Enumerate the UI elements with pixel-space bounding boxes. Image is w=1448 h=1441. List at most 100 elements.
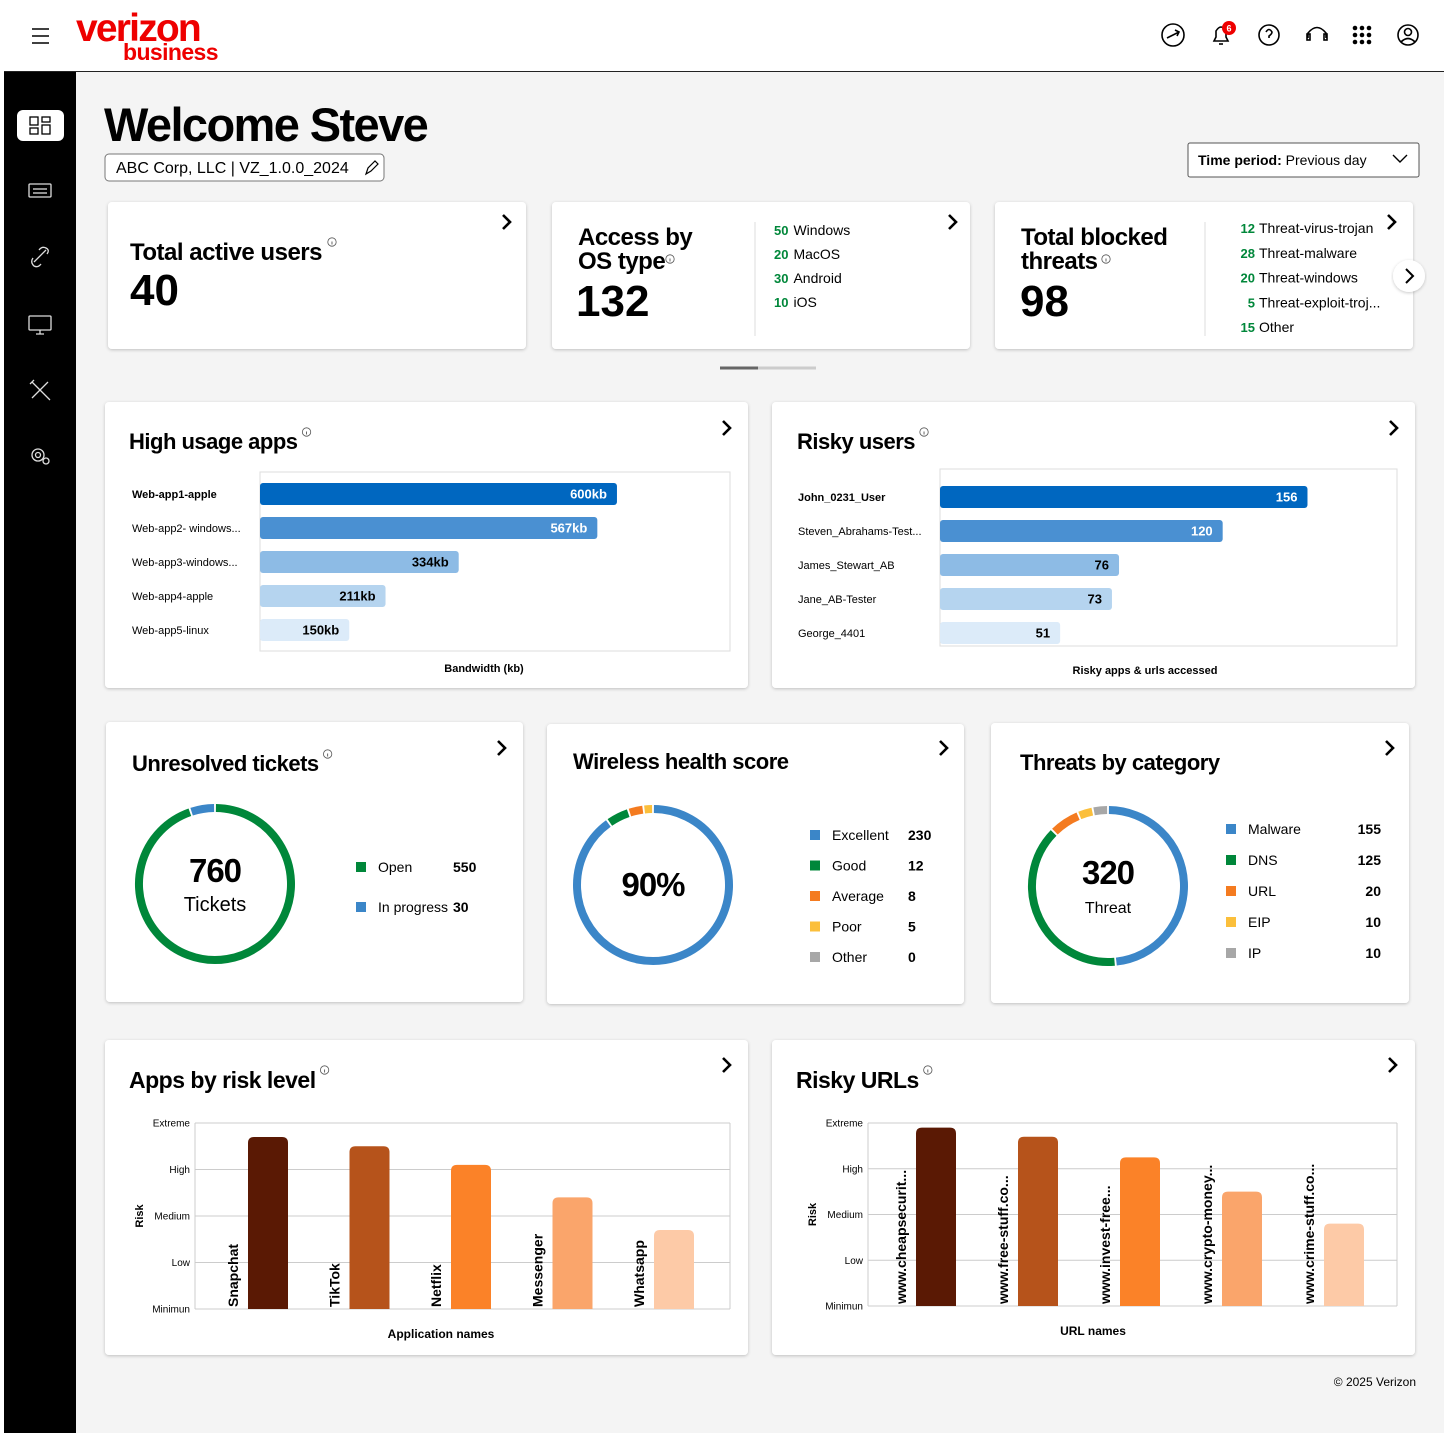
card bbox=[106, 722, 523, 1002]
os-item: 10 iOS bbox=[774, 294, 817, 310]
x-tick-label: TikTok bbox=[327, 1263, 343, 1307]
threat-label: Threat-malware bbox=[1259, 245, 1357, 261]
legend-swatch bbox=[810, 952, 820, 962]
bar bbox=[260, 551, 459, 573]
info-icon[interactable] bbox=[323, 749, 333, 759]
os-count: 50 bbox=[774, 223, 788, 238]
next-button[interactable] bbox=[1393, 260, 1425, 292]
bar bbox=[248, 1136, 288, 1309]
card-value: 132 bbox=[576, 277, 649, 326]
threat-count: 28 bbox=[1241, 246, 1255, 261]
bar bbox=[451, 1164, 491, 1309]
legend-value: 12 bbox=[908, 858, 924, 874]
card bbox=[108, 202, 526, 349]
card bbox=[552, 202, 970, 349]
donut-segment bbox=[607, 809, 630, 826]
legend-label: DNS bbox=[1248, 852, 1278, 868]
nav-links[interactable] bbox=[31, 246, 49, 268]
details-link[interactable] bbox=[948, 214, 958, 230]
os-label: MacOS bbox=[793, 246, 840, 262]
legend-value: 5 bbox=[908, 919, 916, 935]
help-icon[interactable] bbox=[1258, 24, 1280, 46]
os-label: Windows bbox=[793, 222, 850, 238]
bar bbox=[260, 483, 617, 505]
account-box[interactable] bbox=[104, 153, 385, 182]
card bbox=[105, 402, 748, 688]
support-icon[interactable] bbox=[1306, 26, 1328, 41]
legend-label: Excellent bbox=[832, 827, 889, 843]
legend-swatch bbox=[1226, 886, 1236, 896]
donut-segment bbox=[573, 805, 733, 965]
nav-settings[interactable] bbox=[31, 448, 50, 465]
nav-tools[interactable] bbox=[29, 379, 51, 401]
os-count: 30 bbox=[774, 271, 788, 286]
header bbox=[0, 0, 1448, 71]
details-link[interactable] bbox=[722, 420, 732, 436]
value-label: 334kb bbox=[412, 555, 449, 570]
details-link[interactable] bbox=[497, 740, 507, 756]
threat-count: 20 bbox=[1241, 271, 1255, 286]
info-icon[interactable] bbox=[1101, 254, 1111, 264]
category-label: Jane_AB-Tester bbox=[798, 594, 877, 606]
nav-devices[interactable] bbox=[28, 315, 52, 335]
profile-icon[interactable] bbox=[1397, 24, 1419, 46]
legend-value: 30 bbox=[453, 899, 469, 915]
value-label: 120 bbox=[1191, 524, 1213, 539]
footer: © 2025 Verizon bbox=[1334, 1375, 1416, 1389]
info-circle bbox=[665, 254, 675, 264]
card bbox=[772, 402, 1415, 688]
x-tick-label: www.crime-stuff.co... bbox=[1301, 1164, 1317, 1305]
menu-button[interactable] bbox=[32, 28, 49, 44]
info-circle bbox=[319, 1065, 330, 1075]
details-link[interactable] bbox=[1387, 214, 1397, 230]
nav-dashboard[interactable] bbox=[17, 110, 64, 141]
details-link[interactable] bbox=[1389, 420, 1399, 436]
dropdown-arrow bbox=[1392, 154, 1408, 163]
legend-swatch bbox=[1226, 855, 1236, 865]
edit-icon[interactable] bbox=[364, 160, 379, 176]
legend-swatch bbox=[356, 862, 366, 872]
x-tick-label: www.crypto-money... bbox=[1199, 1165, 1215, 1305]
os-item: 20 MacOS bbox=[774, 246, 840, 262]
bar bbox=[940, 486, 1308, 508]
x-tick-label: www.cheapsecurit... bbox=[893, 1170, 909, 1305]
bar bbox=[940, 520, 1223, 542]
donut-segment bbox=[1028, 830, 1115, 966]
info-circle bbox=[327, 237, 337, 247]
info-circle bbox=[1101, 254, 1111, 264]
y-tick-label: Extreme bbox=[826, 1119, 864, 1130]
time-period-value: Previous day bbox=[1286, 152, 1367, 168]
details-link[interactable] bbox=[502, 214, 512, 230]
card-value: 40 bbox=[130, 266, 179, 315]
info-icon[interactable] bbox=[919, 427, 929, 437]
card bbox=[547, 724, 964, 1004]
nav-reports[interactable] bbox=[28, 183, 52, 198]
time-period-select[interactable] bbox=[1187, 142, 1420, 178]
info-circle bbox=[919, 427, 929, 437]
info-icon[interactable] bbox=[319, 1065, 330, 1075]
details-link[interactable] bbox=[722, 1057, 732, 1073]
axis-label: Bandwidth (kb) bbox=[444, 663, 524, 675]
details-link[interactable] bbox=[1388, 1057, 1398, 1073]
info-icon[interactable] bbox=[665, 254, 675, 264]
apps-icon[interactable] bbox=[1352, 25, 1372, 45]
legend-value: 8 bbox=[908, 888, 916, 904]
bar bbox=[940, 622, 1061, 644]
y-tick-label: High bbox=[169, 1165, 190, 1176]
center-label: Tickets bbox=[184, 894, 247, 916]
info-icon[interactable] bbox=[923, 1065, 933, 1075]
card-title: Total active users bbox=[130, 239, 322, 266]
category-label: Web-app5-linux bbox=[132, 625, 209, 637]
center-value: 760 bbox=[189, 852, 241, 889]
info-icon[interactable] bbox=[301, 427, 312, 437]
legend-value: 230 bbox=[908, 827, 932, 843]
info-icon[interactable] bbox=[327, 237, 337, 247]
details-link[interactable] bbox=[1385, 740, 1395, 756]
legend-swatch bbox=[810, 921, 820, 932]
switch-icon[interactable] bbox=[1161, 23, 1185, 47]
details-link[interactable] bbox=[939, 740, 949, 756]
account: ABC Corp, LLC | VZ_1.0.0_2024 bbox=[116, 160, 349, 177]
os-count: 20 bbox=[774, 247, 788, 262]
legend-value: 0 bbox=[908, 949, 916, 965]
